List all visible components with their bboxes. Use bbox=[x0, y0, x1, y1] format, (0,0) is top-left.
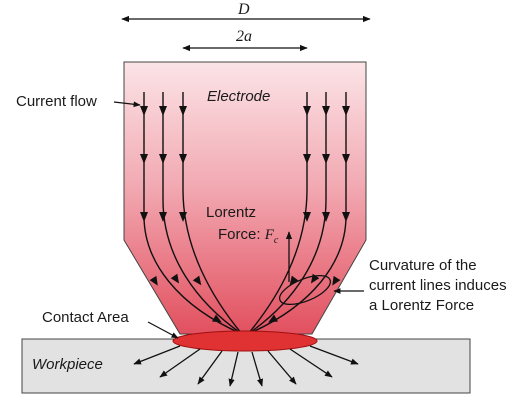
current-arrowheads bbox=[140, 106, 350, 222]
arrowhead-icon bbox=[170, 273, 180, 284]
arrowhead-icon bbox=[303, 212, 311, 222]
force-subscript: c bbox=[273, 235, 279, 246]
electrode-body bbox=[123, 61, 367, 335]
workpiece-label: Workpiece bbox=[32, 356, 103, 373]
lorentz-force-text: Force: bbox=[218, 226, 261, 243]
arrowhead-icon bbox=[212, 314, 222, 323]
arrowhead-icon bbox=[140, 154, 148, 164]
contact-width-label: 2a bbox=[236, 28, 252, 45]
arrowhead-icon bbox=[322, 106, 330, 116]
arrowhead-icon bbox=[322, 212, 330, 222]
arrowhead-icon bbox=[159, 106, 167, 116]
arrowhead-icon bbox=[303, 154, 311, 164]
arrowhead-icon bbox=[303, 106, 311, 116]
current-flow-lines bbox=[140, 92, 347, 335]
arrowhead-icon bbox=[140, 212, 148, 222]
current-line bbox=[247, 92, 308, 335]
curvature-label: Curvature of the current lines induces a… bbox=[369, 256, 529, 316]
arrowhead-icon bbox=[159, 212, 167, 222]
current-line bbox=[247, 92, 327, 335]
arrowhead-icon bbox=[192, 275, 202, 286]
curved-arrowheads bbox=[149, 273, 341, 323]
curvature-highlight-ellipse bbox=[278, 274, 332, 306]
arrowhead-icon bbox=[332, 275, 341, 286]
arrowhead-icon bbox=[179, 212, 187, 222]
arrowhead-icon bbox=[342, 154, 350, 164]
current-line bbox=[140, 92, 243, 335]
lorentz-force-label-line2: Force: Fc bbox=[218, 226, 279, 246]
arrowhead-icon bbox=[179, 154, 187, 164]
arrowhead-icon bbox=[289, 275, 299, 286]
arrowhead-icon bbox=[140, 106, 148, 116]
contact-area-label: Contact Area bbox=[42, 309, 129, 326]
contact-area-ellipse bbox=[172, 330, 318, 352]
arrowhead-icon bbox=[342, 212, 350, 222]
curvature-label-line3: a Lorentz Force bbox=[369, 297, 475, 314]
electrode-label: Electrode bbox=[207, 88, 271, 105]
arrowhead-icon bbox=[268, 314, 278, 323]
arrowhead-icon bbox=[179, 106, 187, 116]
arrowhead-icon bbox=[149, 275, 158, 286]
current-line bbox=[247, 92, 347, 335]
arrowhead-icon bbox=[159, 154, 167, 164]
force-symbol: F bbox=[264, 227, 274, 243]
diameter-label: D bbox=[238, 1, 250, 18]
current-line bbox=[162, 92, 243, 335]
arrowhead-icon bbox=[322, 154, 330, 164]
curvature-label-line2: current lines induces bbox=[369, 277, 507, 294]
workpiece-current-arrows bbox=[133, 345, 359, 387]
contact-area-leader bbox=[147, 321, 179, 339]
current-line bbox=[182, 92, 243, 335]
lorentz-force-label-line1: Lorentz bbox=[206, 204, 257, 221]
current-flow-leader bbox=[113, 101, 141, 108]
current-flow-label: Current flow bbox=[16, 93, 97, 110]
curvature-label-line1: Curvature of the bbox=[369, 257, 477, 274]
arrowhead-icon bbox=[342, 106, 350, 116]
